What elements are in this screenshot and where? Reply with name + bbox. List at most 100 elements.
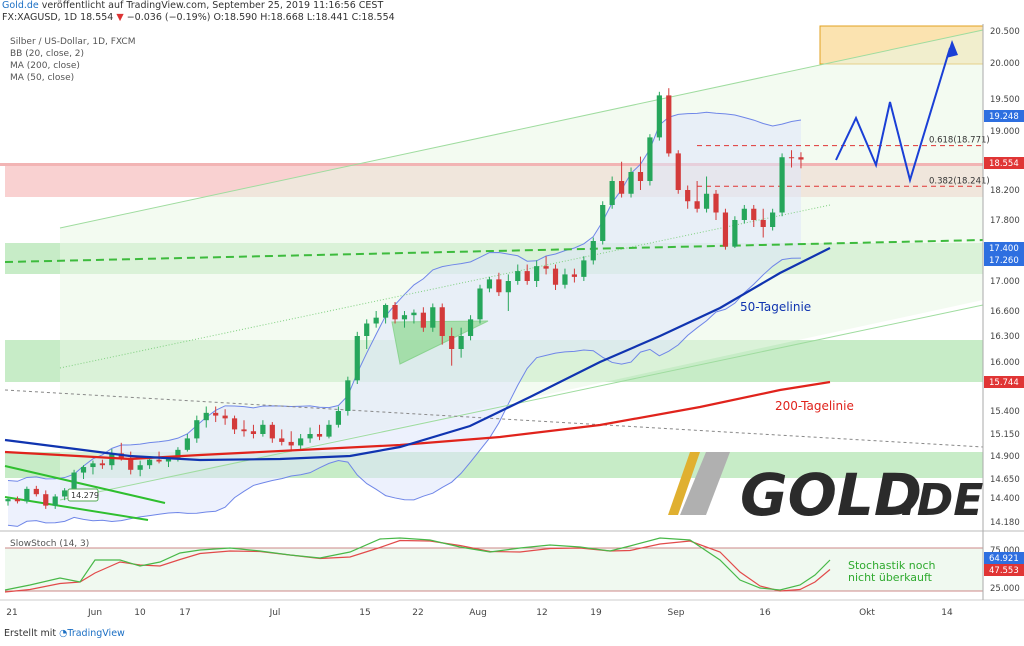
candle-body [496, 279, 502, 293]
bb-lower [7, 257, 801, 527]
candle-body [128, 457, 134, 470]
annotations: 50-Tagelinie 200-Tagelinie 14.279 [67, 300, 854, 502]
candle-body [486, 279, 493, 289]
stoch-note-1: Stochastik noch [848, 559, 936, 572]
candle-body [590, 241, 596, 261]
candle-body [685, 190, 691, 202]
stoch-k-line [4, 537, 831, 591]
candle-body [675, 153, 681, 190]
footer-brand[interactable]: TradingView [67, 628, 125, 639]
change-value: −0.036 (−0.19%) [126, 12, 211, 23]
candle-body [515, 271, 521, 281]
candle-body [562, 274, 568, 285]
candle-body [222, 415, 228, 419]
y-tick-label: 17.000 [990, 277, 1020, 287]
candle-body [722, 212, 729, 247]
ma50-label: 50-Tagelinie [740, 300, 811, 314]
ma200-label: 200-Tagelinie [775, 399, 854, 413]
candle-body [231, 418, 238, 430]
y-tick-label: 16.300 [990, 332, 1020, 342]
logo-text-gold: GOLD [740, 461, 922, 529]
low-label: 14.279 [71, 491, 99, 500]
legend-symbol[interactable]: Silber / US-Dollar, 1D, FXCM [10, 37, 136, 47]
candle-body [628, 172, 634, 194]
x-tick-label: 14 [941, 608, 953, 618]
x-tick-label: 10 [134, 608, 146, 618]
candle-body [552, 268, 559, 285]
candle-body [477, 288, 483, 320]
candle-body [213, 412, 219, 416]
ma50-line [4, 247, 831, 462]
mid-channel-line [59, 204, 831, 369]
candle-body [694, 201, 700, 209]
fib-label-0: 0.618(18.771) [929, 136, 990, 146]
y-tick-label: 16.600 [990, 307, 1020, 317]
moving-averages [4, 40, 958, 462]
y-tick-label: 14.650 [990, 475, 1020, 485]
candle-body [147, 459, 153, 466]
legend-ma200[interactable]: MA (200, close) [10, 61, 80, 71]
x-tick-label: Jun [87, 608, 102, 618]
price-label-box [984, 157, 1024, 169]
fib-label-1: 0.382(18.241) [929, 176, 990, 186]
candle-body [760, 220, 766, 227]
y-tick-label: 17.800 [990, 216, 1020, 226]
price-label: 19.248 [989, 112, 1019, 122]
candle-body [250, 431, 257, 434]
candle-body [392, 305, 398, 320]
trend-lines: 0.618(18.771) 0.382(18.241) [4, 29, 990, 521]
brand-link[interactable]: Gold.de [2, 0, 39, 11]
x-tick-label: 22 [412, 608, 423, 618]
price-label-box [984, 254, 1024, 266]
stoch-label: 64.921 [989, 554, 1019, 564]
time-axis[interactable]: 21 Jun 10 17 Jul 15 22 Aug 12 19 Sep 16 Okt 14 [6, 608, 953, 618]
candle-body [637, 172, 644, 181]
footer-prefix: Erstellt mit [4, 628, 57, 639]
candle-body [430, 307, 436, 328]
candle-body [779, 157, 785, 213]
x-tick-label: Okt [859, 608, 875, 618]
candle-body [798, 157, 804, 160]
chart-header: Gold.de veröffentlicht auf TradingView.c… [2, 0, 395, 24]
candle-body [175, 449, 181, 458]
downtrend-line [4, 389, 984, 448]
candle-body [703, 193, 710, 209]
candle-body [666, 95, 672, 154]
price-label: 18.554 [989, 159, 1019, 169]
x-tick-label: 16 [759, 608, 771, 618]
candle-body [571, 274, 577, 277]
price-label-box [984, 376, 1024, 388]
gold-logo: GOLD.DE [668, 452, 983, 529]
y-tick-label: 19.500 [990, 95, 1020, 105]
candle-body [788, 157, 795, 159]
y-tick-label: 20.000 [990, 59, 1020, 69]
symbol-line: FX:XAGUSD, 1D 18.554 ▼ −0.036 (−0.19%) O… [2, 12, 395, 24]
candle-body [543, 266, 549, 269]
legend-bb[interactable]: BB (20, close, 2) [10, 49, 85, 59]
stoch-label-box [984, 552, 1024, 564]
y-tick-label: 18.200 [990, 186, 1020, 196]
price-axis[interactable]: 20.50020.00019.50019.00018.50018.20017.8… [982, 24, 1024, 600]
candle-body [713, 193, 719, 213]
wedge-upper-line [4, 465, 166, 504]
logo-bar-icon [668, 452, 700, 515]
legend-ma50[interactable]: MA (50, close) [10, 73, 75, 83]
x-tick-label: 17 [179, 608, 190, 618]
x-tick-label: 15 [359, 608, 370, 618]
candle-body [505, 281, 511, 293]
x-tick-label: Jul [269, 608, 281, 618]
candle-body [52, 496, 58, 506]
candle-body [307, 434, 313, 439]
candle-body [609, 181, 615, 205]
footer: Erstellt mit ◔TradingView [4, 628, 125, 639]
candle-body [90, 463, 96, 468]
candle-body [156, 459, 162, 462]
candle-body [326, 424, 332, 437]
down-arrow-icon: ▼ [116, 12, 124, 23]
candle-body [420, 312, 426, 328]
price-label-box [984, 242, 1024, 254]
candle-body [600, 205, 606, 241]
price-label: 17.260 [989, 256, 1019, 266]
